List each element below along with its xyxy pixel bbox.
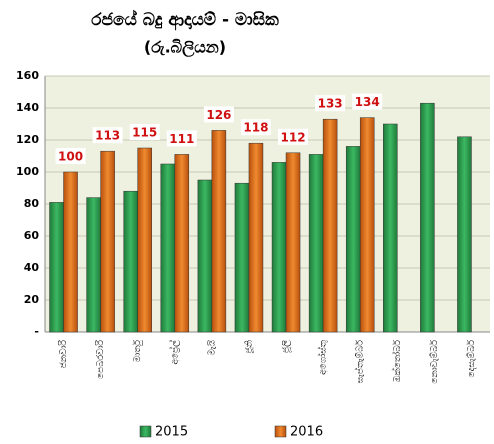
y-tick-label: 20 [24, 293, 40, 306]
data-label: 113 [95, 129, 120, 143]
y-tick-label: - [34, 325, 39, 338]
legend-label: 2015 [155, 425, 188, 440]
chart-subtitle: (රු.බිලියන) [144, 38, 226, 59]
data-label-box [92, 127, 123, 144]
chart-title: රජයේ බදු ආදායම් - මාසික [91, 9, 279, 31]
bar [100, 150, 115, 333]
data-label-box [166, 130, 197, 147]
data-label-box [55, 148, 86, 164]
x-tick-label: මාර්තු [132, 339, 143, 362]
data-label: 112 [281, 130, 306, 144]
legend-swatch [139, 425, 152, 438]
bar [248, 142, 264, 333]
bar [211, 130, 227, 333]
data-label-box [352, 93, 383, 110]
x-tick-label: අගෝස්තු [318, 339, 329, 375]
x-tick-label: ඔක්තෝබර් [392, 339, 403, 382]
data-label: 126 [206, 108, 231, 122]
bar [345, 146, 361, 333]
bar [322, 118, 338, 333]
bar [271, 162, 287, 333]
data-label: 118 [243, 121, 268, 135]
x-tick-label: අප්‍රේල් [169, 340, 180, 365]
bar [197, 179, 213, 333]
y-tick-label: 140 [16, 101, 39, 114]
bar [63, 171, 78, 333]
bar [137, 147, 152, 333]
y-tick-label: 100 [16, 165, 39, 178]
legend-label: 2016 [290, 425, 323, 440]
legend-swatch [274, 425, 287, 438]
y-tick-label: 60 [24, 229, 40, 242]
data-label: 133 [318, 97, 343, 111]
x-tick-label: ජූනි [244, 340, 255, 353]
bar [420, 102, 435, 333]
y-tick-label: 120 [16, 133, 39, 146]
y-tick-label: 160 [16, 69, 39, 82]
data-label-box [203, 106, 234, 123]
bar [86, 197, 101, 333]
data-label-box [278, 128, 309, 145]
data-label-box [129, 124, 160, 140]
data-label: 111 [169, 132, 194, 146]
x-tick-label: පෙබරවාරි [95, 339, 106, 379]
bar [359, 117, 375, 333]
bar [123, 190, 138, 333]
data-label-box [240, 119, 271, 136]
x-tick-label: සැප්තැම්බර් [355, 339, 366, 383]
x-tick-label: ජූලි [282, 340, 292, 353]
data-label: 115 [132, 126, 157, 140]
bar [285, 152, 301, 333]
y-tick-label: 40 [24, 261, 40, 274]
bar [234, 182, 250, 333]
data-label: 100 [58, 150, 83, 164]
bar [160, 163, 176, 333]
bar [308, 154, 324, 333]
x-tick-label: මැයි [206, 339, 217, 355]
bar [457, 136, 472, 333]
data-label-box [315, 95, 346, 112]
bar [383, 123, 398, 333]
y-tick-label: 80 [24, 197, 40, 210]
bar [174, 154, 190, 333]
x-tick-label: නොවැම්බර් [429, 339, 440, 383]
x-tick-label: ජනවාරි [58, 339, 69, 368]
data-label: 134 [355, 95, 380, 109]
bar [49, 202, 64, 333]
x-tick-label: දෙසැම්බර් [466, 339, 477, 377]
